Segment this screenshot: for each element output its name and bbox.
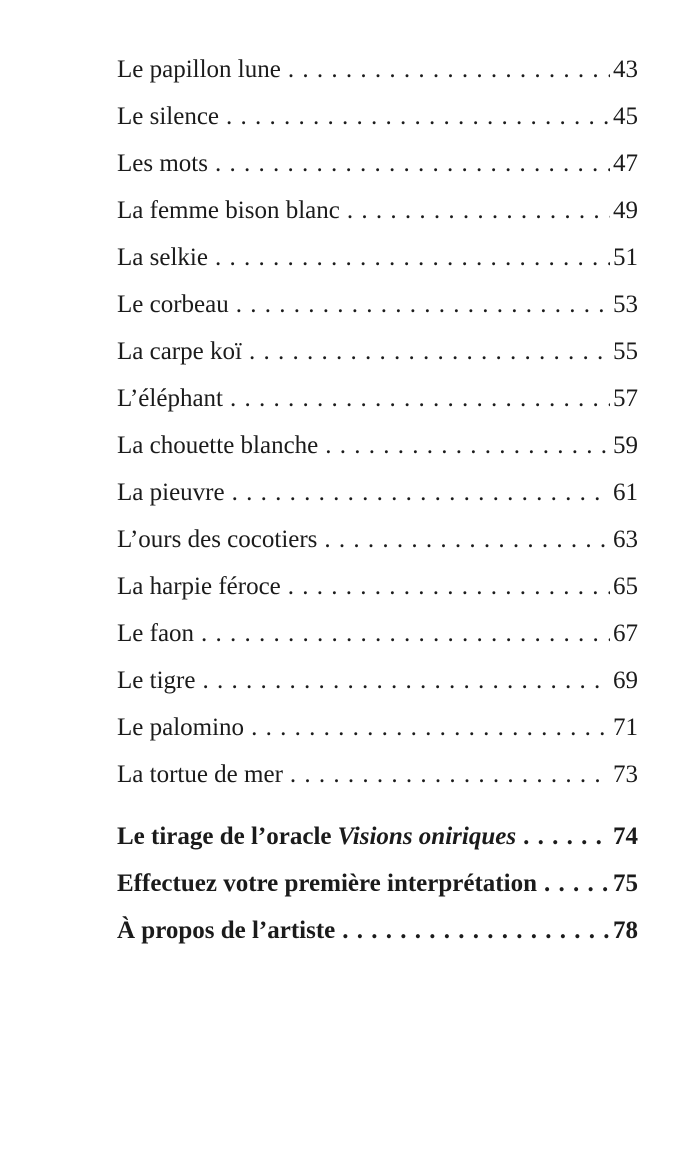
toc-list: Le papillon lune. . . . . . . . . . . . … — [117, 46, 638, 954]
toc-entry-title: Effectuez votre première interprétation — [117, 860, 537, 907]
toc-entry-title: La harpie féroce — [117, 563, 281, 610]
toc-entry-page: 65 — [613, 573, 638, 600]
toc-entry: Le palomino. . . . . . . . . . . . . . .… — [117, 704, 638, 751]
toc-entry-page: 45 — [613, 103, 638, 130]
toc-entry-page: 47 — [613, 150, 638, 177]
toc-leader-dots: . . . . . . . . . . . . . . . . . . . . … — [231, 479, 610, 506]
toc-leader-dots: . . . . . . . . . . . . . . . . . . . . … — [287, 56, 610, 83]
toc-entry-title-text: Les mots — [117, 150, 208, 177]
toc-leader-dots: . . . . . . . . . . . . . . . . . . . . … — [226, 103, 610, 130]
toc-entry: La pieuvre. . . . . . . . . . . . . . . … — [117, 469, 638, 516]
toc-entry-title-text: Le silence — [117, 103, 220, 130]
toc-entry-title: L’éléphant — [117, 375, 223, 422]
toc-entry-title-text: La pieuvre — [117, 479, 225, 506]
toc-leader-dots: . . . . . . . . . . . . . . . . . . . . … — [289, 761, 610, 788]
toc-entry: La selkie. . . . . . . . . . . . . . . .… — [117, 234, 638, 281]
toc-entry-page: 51 — [613, 244, 638, 271]
toc-entry-title: Les mots — [117, 140, 208, 187]
toc-entry-title: L’ours des cocotiers — [117, 516, 317, 563]
toc-entry: La chouette blanche. . . . . . . . . . .… — [117, 422, 638, 469]
toc-entry-page: 63 — [613, 526, 638, 553]
toc-entry: L’ours des cocotiers. . . . . . . . . . … — [117, 516, 638, 563]
toc-leader-dots: . . . . . . . . . . . . . . . . . . . . … — [251, 714, 610, 741]
toc-entry-page: 57 — [613, 385, 638, 412]
toc-entry: Le faon. . . . . . . . . . . . . . . . .… — [117, 610, 638, 657]
toc-entry-page: 53 — [613, 291, 638, 318]
toc-entry-title-italic: Visions oniriques — [337, 823, 517, 850]
toc-entry-page: 67 — [613, 620, 638, 647]
toc-leader-dots: . . . . . . . . . . . . . . . . . . . . … — [523, 823, 610, 850]
toc-entry: Le tigre. . . . . . . . . . . . . . . . … — [117, 657, 638, 704]
toc-leader-dots: . . . . . . . . . . . . . . . . . . . . … — [346, 197, 610, 224]
toc-leader-dots: . . . . . . . . . . . . . . . . . . . . … — [325, 432, 610, 459]
toc-entry: Le silence. . . . . . . . . . . . . . . … — [117, 93, 638, 140]
toc-leader-dots: . . . . . . . . . . . . . . . . . . . . … — [214, 150, 610, 177]
toc-entry: La femme bison blanc. . . . . . . . . . … — [117, 187, 638, 234]
toc-entry-title-text: La harpie féroce — [117, 573, 281, 600]
toc-entry: Le papillon lune. . . . . . . . . . . . … — [117, 46, 638, 93]
toc-entry-page: 71 — [613, 714, 638, 741]
toc-entry-title: La carpe koï — [117, 328, 242, 375]
toc-entry-title-text: Le tirage de l’oracle — [117, 823, 332, 850]
toc-entry-title: La selkie — [117, 234, 208, 281]
toc-leader-dots: . . . . . . . . . . . . . . . . . . . . … — [214, 244, 610, 271]
toc-entry-page: 55 — [613, 338, 638, 365]
toc-entry-title: La tortue de mer — [117, 751, 283, 798]
toc-entry-title: Le tigre — [117, 657, 195, 704]
toc-entry: À propos de l’artiste. . . . . . . . . .… — [117, 907, 638, 954]
toc-entry: La carpe koï. . . . . . . . . . . . . . … — [117, 328, 638, 375]
toc-entry-title: Le papillon lune — [117, 46, 281, 93]
toc-entry-title: Le corbeau — [117, 281, 229, 328]
toc-entry-title: Le palomino — [117, 704, 244, 751]
toc-entry: Les mots. . . . . . . . . . . . . . . . … — [117, 140, 638, 187]
toc-entry-page: 69 — [613, 667, 638, 694]
toc-entry-title-text: Le tigre — [117, 667, 196, 694]
toc-entry-title-text: Effectuez votre première interprétation — [117, 870, 537, 897]
toc-leader-dots: . . . . . . . . . . . . . . . . . . . . … — [543, 870, 610, 897]
toc-leader-dots: . . . . . . . . . . . . . . . . . . . . … — [248, 338, 610, 365]
toc-entry-page: 73 — [613, 761, 638, 788]
toc-entry-title-text: Le palomino — [117, 714, 245, 741]
toc-entry-title: À propos de l’artiste — [117, 907, 335, 954]
toc-entry-title-text: L’éléphant — [117, 385, 223, 412]
toc-entry-title-text: La tortue de mer — [117, 761, 283, 788]
toc-entry-title-text: Le papillon lune — [117, 56, 281, 83]
toc-entry: Le corbeau. . . . . . . . . . . . . . . … — [117, 281, 638, 328]
toc-entry-title: Le silence — [117, 93, 219, 140]
toc-entry-page: 78 — [613, 917, 638, 944]
toc-leader-dots: . . . . . . . . . . . . . . . . . . . . … — [201, 620, 610, 647]
toc-entry-title-text: La carpe koï — [117, 338, 242, 365]
toc-entry-title: Le faon — [117, 610, 194, 657]
toc-entry-title-text: La chouette blanche — [117, 432, 319, 459]
toc-entry-title: La chouette blanche — [117, 422, 318, 469]
toc-entry-title: Le tirage de l’oracle Visions oniriques — [117, 813, 516, 860]
toc-entry-title-text: À propos de l’artiste — [117, 917, 336, 944]
toc-entry-title-text: La selkie — [117, 244, 208, 271]
toc-leader-dots: . . . . . . . . . . . . . . . . . . . . … — [202, 667, 610, 694]
toc-leader-dots: . . . . . . . . . . . . . . . . . . . . … — [235, 291, 610, 318]
toc-entry: Le tirage de l’oracle Visions oniriques. … — [117, 813, 638, 860]
toc-entry: La tortue de mer. . . . . . . . . . . . … — [117, 751, 638, 798]
toc-entry: Effectuez votre première interprétation.… — [117, 860, 638, 907]
toc-entry-title-text: Le corbeau — [117, 291, 229, 318]
toc-leader-dots: . . . . . . . . . . . . . . . . . . . . … — [287, 573, 610, 600]
toc-leader-dots: . . . . . . . . . . . . . . . . . . . . … — [229, 385, 610, 412]
toc-entry-title-text: La femme bison blanc — [117, 197, 340, 224]
toc-entry-title-text: L’ours des cocotiers — [117, 526, 318, 553]
toc-leader-dots: . . . . . . . . . . . . . . . . . . . . … — [342, 917, 610, 944]
toc-entry: La harpie féroce. . . . . . . . . . . . … — [117, 563, 638, 610]
toc-entry: L’éléphant. . . . . . . . . . . . . . . … — [117, 375, 638, 422]
toc-leader-dots: . . . . . . . . . . . . . . . . . . . . … — [324, 526, 610, 553]
toc-entry-page: 61 — [613, 479, 638, 506]
toc-entry-title: La femme bison blanc — [117, 187, 340, 234]
toc-entry-page: 74 — [613, 823, 638, 850]
toc-entry-title: La pieuvre — [117, 469, 225, 516]
toc-entry-title-text: Le faon — [117, 620, 195, 647]
toc-entry-page: 75 — [613, 870, 638, 897]
toc-entry-page: 43 — [613, 56, 638, 83]
toc-entry-page: 49 — [613, 197, 638, 224]
toc-entry-page: 59 — [613, 432, 638, 459]
